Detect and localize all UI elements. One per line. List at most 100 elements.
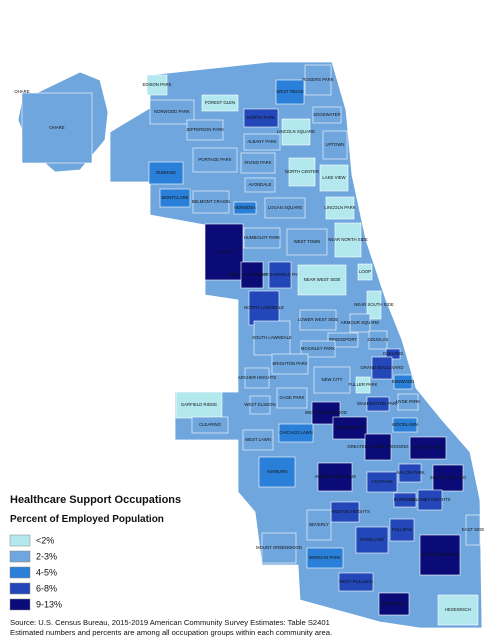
area: [398, 463, 422, 483]
area: [432, 464, 464, 492]
area: [191, 416, 229, 434]
area: [397, 393, 419, 411]
area-label: HYDE PARK: [396, 399, 421, 404]
area-label: PULLMAN: [392, 527, 412, 532]
legend: Healthcare Support Occupations Percent o…: [9, 494, 181, 611]
area: [288, 157, 316, 187]
legend-swatch: [9, 534, 31, 547]
area: [271, 353, 309, 375]
area: [327, 332, 359, 348]
area: [300, 340, 336, 358]
area: [264, 197, 306, 219]
area-label: KENWOOD: [392, 379, 415, 384]
area: [286, 228, 328, 256]
area-label: MCKINLEY PARK: [301, 346, 336, 351]
area-label: NEW CITY: [321, 377, 342, 382]
area: [378, 592, 410, 616]
area-label: SOUTH SHORE: [412, 445, 444, 450]
area-label: OHARE: [14, 89, 29, 94]
area-label: PORTAGE PARK: [198, 157, 231, 162]
area-label: BEVERLY: [309, 522, 329, 527]
area: [261, 532, 297, 564]
area-label: BRIGHTON PARK: [272, 361, 307, 366]
area-label: BRIDGEPORT: [329, 337, 358, 342]
area-label: WASHINGTON HEIGHTS: [320, 509, 370, 514]
area-label: MOUNT GREENWOOD: [256, 545, 302, 550]
area-label: RIVERDALE: [382, 601, 406, 606]
area: [317, 462, 353, 492]
area-label: NEAR SOUTH SIDE: [354, 302, 394, 307]
area-label: SOUTH DEERING: [422, 552, 458, 557]
area-label: EDGEWATER: [313, 112, 340, 117]
area-label: NEAR NORTH SIDE: [328, 237, 368, 242]
area: [393, 492, 417, 508]
legend-swatch: [9, 582, 31, 595]
area: [306, 509, 332, 541]
area-label: NORTH PARK: [247, 115, 275, 120]
area: [299, 309, 337, 331]
area-label: CALUMET HEIGHTS: [410, 497, 451, 502]
area: [325, 196, 355, 220]
legend-swatch: [9, 566, 31, 579]
area-label: ARMOUR SQUARE: [341, 320, 380, 325]
area: [242, 429, 274, 451]
area-label: IRVING PARK: [244, 160, 271, 165]
area: [409, 436, 447, 460]
area-label: FULLER PARK: [348, 382, 377, 387]
area-label: NORWOOD PARK: [154, 109, 190, 114]
area: [349, 313, 371, 333]
area-label: LINCOLN PARK: [324, 205, 355, 210]
area-label: UPTOWN: [325, 142, 344, 147]
area-label: AVONDALE: [248, 182, 271, 187]
area: [192, 147, 238, 173]
area: [258, 456, 296, 488]
area: [366, 396, 390, 412]
area: [244, 367, 270, 389]
area-label: GAGE PARK: [280, 395, 305, 400]
area-label: WEST ELSDON: [244, 402, 275, 407]
area: [417, 489, 443, 511]
area-label: JEFFERSON PARK: [186, 127, 224, 132]
area-label: NORTH CENTER: [285, 169, 319, 174]
area-label: WEST TOWN: [294, 239, 321, 244]
area-label: OAKLAND: [383, 351, 404, 356]
area-label: BELMONT CRAGIN: [192, 199, 231, 204]
area-label: DUNNING: [156, 170, 177, 175]
area-label: FOREST GLEN: [205, 100, 235, 105]
legend-swatch: [9, 550, 31, 563]
area: [268, 261, 292, 289]
area: [393, 374, 413, 390]
area-label: NORTH LAWNDALE: [244, 305, 284, 310]
area-label: WEST PULLMAN: [339, 579, 373, 584]
area: [355, 526, 389, 554]
area: [148, 161, 184, 185]
area: [319, 164, 349, 192]
area-label: ARCHER HEIGHTS: [238, 375, 277, 380]
area: [297, 264, 347, 296]
area: [186, 119, 224, 141]
area: [204, 223, 244, 281]
area-label: MONTCLARE: [162, 195, 189, 200]
area: [192, 190, 230, 214]
area: [366, 471, 398, 493]
area-label: WEST RIDGE: [276, 89, 303, 94]
area: [304, 64, 332, 96]
area: [240, 261, 264, 289]
area: [249, 395, 271, 415]
legend-label: 4-5%: [36, 567, 57, 577]
area-label: ASHBURN: [266, 469, 287, 474]
area: [233, 201, 257, 215]
legend-title: Healthcare Support Occupations: [10, 494, 181, 506]
source-line: Estimated numbers and percents are among…: [10, 628, 332, 637]
area-label: CHATHAM: [372, 479, 393, 484]
area: [313, 366, 351, 394]
area: [243, 108, 279, 128]
legend-label: 6-8%: [36, 583, 57, 593]
area: [332, 416, 368, 440]
area: [240, 152, 276, 174]
area: [244, 177, 276, 193]
area-label: LOGAN SQUARE: [268, 205, 303, 210]
area-label: EDISON PARK: [142, 82, 171, 87]
area: [357, 263, 373, 281]
